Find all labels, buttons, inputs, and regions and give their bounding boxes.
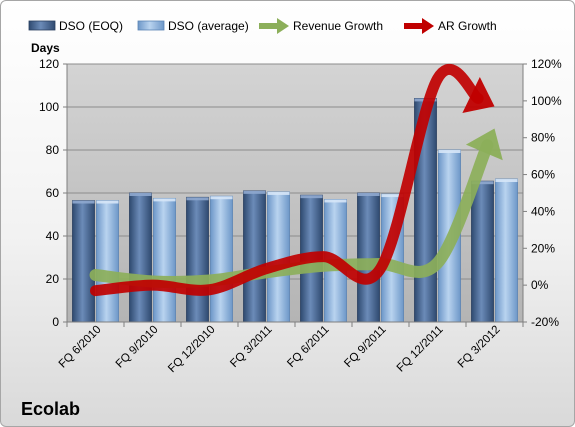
bar-dso-average-cap (210, 196, 233, 200)
y-left-tick-label: 100 (39, 100, 59, 114)
y-left-tick-label: 40 (46, 229, 60, 243)
bar-dso-eoq-cap (129, 193, 152, 196)
y-right-tick-label: 0% (531, 278, 549, 292)
bar-dso-eoq-cap (72, 200, 95, 204)
y-left-tick-label: 120 (39, 57, 59, 71)
bar-dso-average (210, 195, 233, 323)
legend-arrow-head (422, 18, 434, 34)
y-left-tick-label: 60 (46, 186, 60, 200)
bar-dso-eoq (186, 196, 209, 323)
arrow-series (89, 64, 503, 297)
x-tick-label: FQ 6/2011 (285, 324, 331, 370)
bar-dso-average-cap (324, 199, 347, 203)
bar-dso-eoq (471, 180, 494, 323)
y-right-tick-label: 80% (531, 131, 555, 145)
legend-label: Revenue Growth (293, 19, 383, 33)
y-right-tick-label: 20% (531, 241, 555, 255)
x-tick-label: FQ 12/2011 (395, 324, 446, 375)
x-tick-label: FQ 9/2010 (114, 324, 161, 371)
x-tick-label: FQ 3/2011 (228, 324, 274, 370)
y-right-tick-label: 40% (531, 204, 555, 218)
bar-dso-average (267, 191, 290, 323)
bar-dso-average (153, 197, 176, 323)
bar-dso-eoq (357, 192, 380, 323)
bar-dso-eoq (72, 200, 95, 323)
bar-dso-average-cap (381, 194, 404, 198)
legend: DSO (EOQ) DSO (average) Revenue Growth AR G… (28, 18, 497, 34)
x-tick-label: FQ 3/2012 (456, 324, 503, 371)
y-left-tick-label: 0 (52, 315, 59, 329)
bar-dso-eoq-cap (357, 193, 380, 196)
bar-dso-eoq-cap (186, 197, 209, 201)
bar-dso-average (495, 178, 518, 323)
ar-growth-arrow-line (90, 64, 484, 297)
legend-label: AR Growth (438, 19, 497, 33)
y-axis-title-left: Days (31, 41, 60, 55)
legend-swatch (137, 20, 165, 31)
bar-dso-eoq (243, 190, 266, 323)
legend-label: DSO (average) (168, 19, 249, 33)
bar-dso-average-cap (153, 198, 176, 202)
bar-dso-average-cap (96, 200, 119, 204)
company-label: Ecolab (21, 399, 81, 419)
x-tick-label: FQ 9/2011 (342, 324, 388, 370)
x-tick-label: FQ 12/2010 (166, 324, 217, 375)
bar-dso-average-cap (267, 191, 290, 195)
bar-dso-average-cap (438, 150, 461, 153)
bar-dso-eoq-cap (300, 195, 323, 199)
ar-growth-arrow-head (462, 77, 495, 114)
y-right-tick-label: -20% (531, 315, 559, 329)
bar-dso-average-cap (495, 179, 518, 183)
revenue-growth-arrow-head (465, 128, 503, 161)
legend-arrow-head (277, 18, 289, 34)
bar-dso-eoq-cap (471, 181, 494, 185)
y-right-tick-label: 60% (531, 168, 555, 182)
y-right-tick-label: 120% (531, 57, 562, 71)
x-tick-label: FQ 6/2010 (57, 324, 104, 371)
bar-dso-average (96, 200, 119, 323)
legend-label: DSO (EOQ) (59, 19, 123, 33)
bar-dso-eoq-cap (243, 190, 266, 194)
y-left-tick-label: 20 (46, 272, 60, 286)
bar-dso-eoq (129, 192, 152, 323)
y-left-tick-label: 80 (46, 143, 60, 157)
y-right-tick-label: 100% (531, 94, 562, 108)
legend-swatch (28, 20, 56, 31)
